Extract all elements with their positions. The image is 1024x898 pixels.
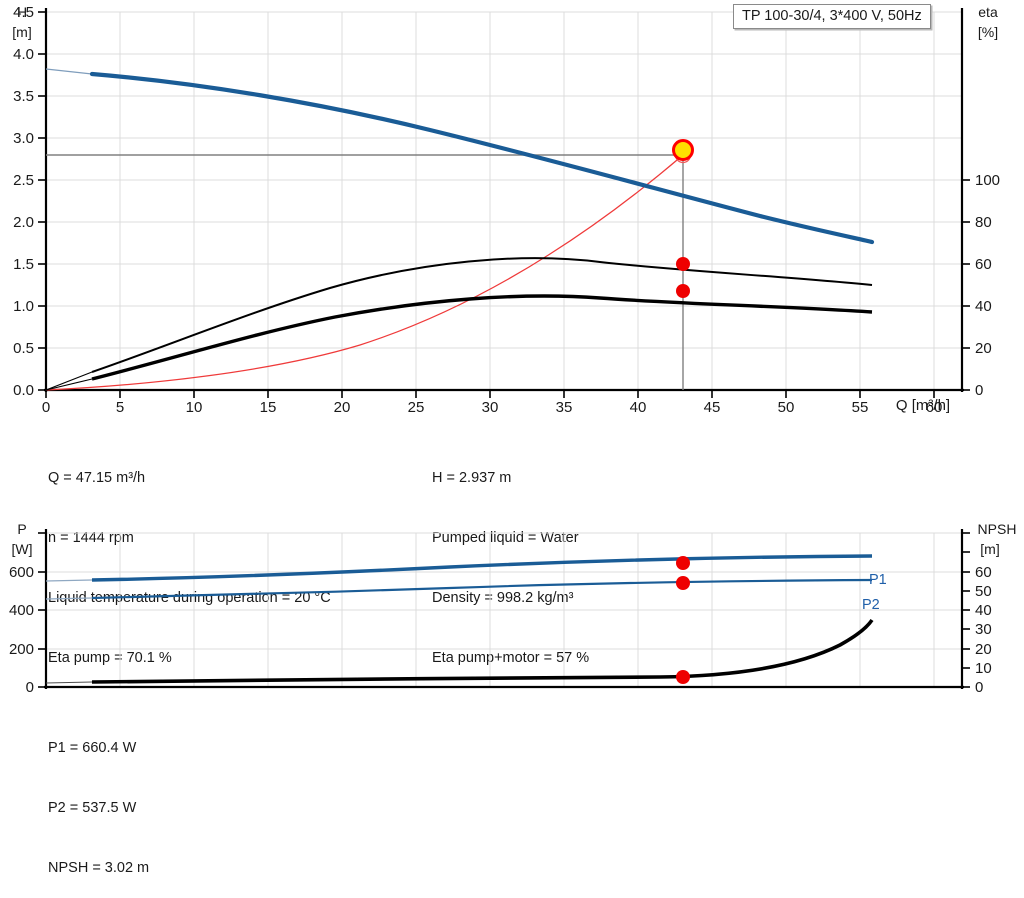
npsh-curve bbox=[91, 618, 874, 684]
svg-text:20: 20 bbox=[975, 641, 992, 658]
eta-pump-motor-duty-marker bbox=[676, 284, 690, 298]
x-ticks bbox=[45, 390, 935, 398]
npsh-duty-marker bbox=[676, 670, 690, 684]
power-npsh-chart: P1 P2 P [W] NPSH [m] 0 200 400 600 0 10 … bbox=[0, 520, 1024, 700]
svg-text:3.0: 3.0 bbox=[13, 130, 34, 147]
x-tick-labels: 0 5 10 15 20 25 30 35 40 45 50 55 60 bbox=[42, 399, 943, 416]
duty-point-marker bbox=[672, 139, 694, 161]
svg-text:0: 0 bbox=[975, 679, 983, 696]
y-left-unit: [m] bbox=[12, 24, 31, 40]
svg-text:20: 20 bbox=[975, 340, 992, 357]
x-axis-title: Q [m³/h] bbox=[896, 397, 950, 414]
svg-text:20: 20 bbox=[334, 399, 351, 416]
svg-text:35: 35 bbox=[556, 399, 573, 416]
svg-text:4.5: 4.5 bbox=[13, 4, 34, 21]
svg-text:55: 55 bbox=[852, 399, 869, 416]
y-left-ticks-bottom bbox=[38, 532, 46, 688]
p2-label: P2 bbox=[862, 597, 880, 613]
p2-curve bbox=[91, 578, 873, 600]
svg-text:45: 45 bbox=[704, 399, 721, 416]
y-right-unit-bottom: [m] bbox=[980, 541, 999, 557]
svg-text:400: 400 bbox=[9, 602, 34, 619]
grid-lines bbox=[45, 11, 962, 391]
y-left-unit-bottom: [W] bbox=[12, 541, 33, 557]
svg-text:1.0: 1.0 bbox=[13, 298, 34, 315]
duty-info-eta-pump: Eta pump = 70.1 % bbox=[48, 650, 172, 666]
p1-curve bbox=[91, 554, 873, 582]
svg-text:600: 600 bbox=[9, 564, 34, 581]
duty-info-head: H = 2.937 m bbox=[432, 470, 512, 486]
y-right-ticks bbox=[962, 179, 970, 391]
svg-text:200: 200 bbox=[9, 641, 34, 658]
p2-curve-thin bbox=[45, 597, 93, 600]
svg-text:30: 30 bbox=[482, 399, 499, 416]
svg-text:40: 40 bbox=[975, 602, 992, 619]
y-right-title-bottom: NPSH bbox=[978, 521, 1017, 537]
svg-text:0: 0 bbox=[975, 382, 983, 399]
svg-text:100: 100 bbox=[975, 172, 1000, 189]
affinity-curve bbox=[45, 154, 684, 391]
y-right-ticks-bottom bbox=[962, 532, 970, 688]
head-eta-chart: H [m] eta [%] Q [m³/h] 0.0 0.5 1.0 1.5 2… bbox=[0, 0, 1024, 420]
p1-curve-thin bbox=[45, 579, 93, 582]
axis-lines bbox=[44, 8, 964, 392]
duty-info-speed: n = 1444 rpm bbox=[48, 530, 134, 546]
y-left-ticks bbox=[38, 11, 46, 391]
svg-text:40: 40 bbox=[975, 298, 992, 315]
svg-text:1.5: 1.5 bbox=[13, 256, 34, 273]
eta-pump-motor-curve-thin bbox=[45, 378, 93, 391]
eta-pump-curve bbox=[91, 257, 873, 373]
power-info-p2: P2 = 537.5 W bbox=[48, 800, 137, 816]
svg-text:5: 5 bbox=[116, 399, 124, 416]
head-curve bbox=[89, 71, 875, 245]
svg-text:40: 40 bbox=[630, 399, 647, 416]
power-info: P1 = 660.4 W P2 = 537.5 W NPSH = 3.02 m bbox=[48, 698, 149, 898]
svg-text:80: 80 bbox=[975, 214, 992, 231]
power-info-npsh: NPSH = 3.02 m bbox=[48, 860, 150, 876]
duty-info-liquid: Pumped liquid = Water bbox=[432, 530, 579, 546]
y-left-title-bottom: P bbox=[17, 521, 26, 537]
svg-text:60: 60 bbox=[975, 256, 992, 273]
npsh-curve-thin bbox=[45, 681, 93, 684]
eta-pump-duty-marker bbox=[676, 257, 690, 271]
duty-info-flow: Q = 47.15 m³/h bbox=[48, 470, 146, 486]
svg-text:4.0: 4.0 bbox=[13, 46, 34, 63]
pump-title-box: TP 100-30/4, 3*400 V, 50Hz bbox=[733, 4, 931, 29]
svg-text:10: 10 bbox=[975, 660, 992, 677]
svg-text:2.0: 2.0 bbox=[13, 214, 34, 231]
svg-text:0.5: 0.5 bbox=[13, 340, 34, 357]
svg-text:0: 0 bbox=[26, 679, 34, 696]
svg-text:0: 0 bbox=[42, 399, 50, 416]
p2-duty-marker bbox=[676, 576, 690, 590]
svg-text:50: 50 bbox=[778, 399, 795, 416]
power-info-p1: P1 = 660.4 W bbox=[48, 740, 137, 756]
svg-text:30: 30 bbox=[975, 621, 992, 638]
head-eta-chart-svg: H [m] eta [%] Q [m³/h] 0.0 0.5 1.0 1.5 2… bbox=[12, 4, 1000, 416]
p1-label: P1 bbox=[869, 572, 887, 588]
axis-lines-bottom bbox=[44, 529, 964, 689]
power-npsh-chart-svg: P1 P2 P [W] NPSH [m] 0 200 400 600 0 10 … bbox=[9, 521, 1017, 696]
svg-text:25: 25 bbox=[408, 399, 425, 416]
duty-info-eta-pump-motor: Eta pump+motor = 57 % bbox=[432, 650, 590, 666]
svg-text:0.0: 0.0 bbox=[13, 382, 34, 399]
svg-text:50: 50 bbox=[975, 583, 992, 600]
eta-pump-motor-curve bbox=[91, 294, 873, 381]
svg-text:15: 15 bbox=[260, 399, 277, 416]
y-right-title: eta bbox=[978, 4, 998, 20]
svg-text:3.5: 3.5 bbox=[13, 88, 34, 105]
p1-duty-marker bbox=[676, 556, 690, 570]
head-curve-thin bbox=[45, 68, 93, 75]
y-left-tick-labels-bottom: 0 200 400 600 bbox=[9, 564, 34, 696]
svg-text:2.5: 2.5 bbox=[13, 172, 34, 189]
y-right-tick-labels-bottom: 0 10 20 30 40 50 60 bbox=[975, 564, 992, 696]
eta-pump-curve-thin bbox=[45, 371, 93, 391]
svg-text:10: 10 bbox=[186, 399, 203, 416]
svg-text:60: 60 bbox=[975, 564, 992, 581]
y-left-title: H bbox=[17, 4, 27, 20]
y-right-tick-labels: 0 20 40 60 80 100 bbox=[975, 172, 1000, 399]
y-right-unit: [%] bbox=[978, 24, 998, 40]
svg-text:60: 60 bbox=[926, 399, 943, 416]
y-left-tick-labels: 0.0 0.5 1.0 1.5 2.0 2.5 3.0 3.5 4.0 4.5 bbox=[13, 4, 34, 399]
